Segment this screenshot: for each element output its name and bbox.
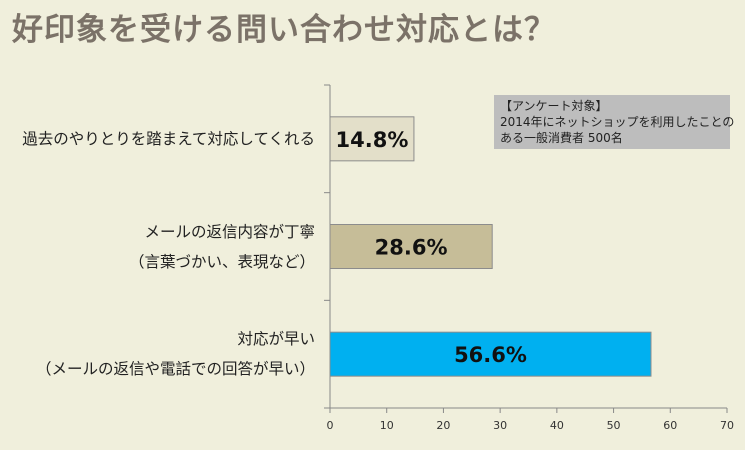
category-label-line: （言葉づかい、表現など）: [128, 252, 315, 271]
category-label: メールの返信内容が丁寧 （言葉づかい、表現など）: [129, 217, 315, 277]
category-label: 対応が早い （メールの返信や電話での回答が早い）: [36, 324, 315, 384]
note-line: 2014年にネットショップを利用したことの: [500, 115, 735, 129]
x-tick-label: 50: [607, 419, 621, 432]
x-tick-label: 10: [380, 419, 394, 432]
x-tick-label: 20: [436, 419, 450, 432]
chart-bars: 14.8% 28.6% 56.6%: [329, 116, 652, 377]
data-label: 28.6%: [375, 236, 448, 260]
x-tick-label: 40: [550, 419, 564, 432]
note-line: ある一般消費者 500名: [500, 131, 623, 145]
category-label: 過去のやりとりを踏まえて対応してくれる: [22, 124, 315, 154]
category-label-line: メールの返信内容が丁寧: [144, 222, 315, 241]
data-label: 14.8%: [336, 128, 409, 152]
data-label: 56.6%: [454, 343, 527, 367]
note-line: 【アンケート対象】: [500, 99, 608, 113]
chart-ticks: 0 10 20 30 40 50 60 70: [327, 408, 734, 432]
category-label-line: 過去のやりとりを踏まえて対応してくれる: [22, 129, 315, 148]
x-tick-label: 0: [327, 419, 334, 432]
category-label-line: （メールの返信や電話での回答が早い）: [35, 360, 315, 379]
x-tick-label: 30: [493, 419, 507, 432]
x-tick-label: 70: [720, 419, 734, 432]
survey-note: 【アンケート対象】 2014年にネットショップを利用したことの ある一般消費者 …: [494, 95, 735, 149]
category-label-line: 対応が早い: [237, 330, 315, 349]
bar: [329, 224, 493, 269]
bar: [329, 116, 415, 162]
page-title: 好印象を受ける問い合わせ対応とは？: [12, 12, 556, 48]
bar: [329, 331, 652, 377]
x-tick-label: 60: [663, 419, 677, 432]
